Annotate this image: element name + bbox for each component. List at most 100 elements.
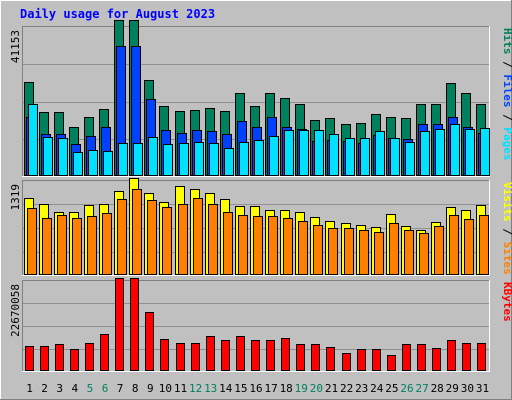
x-tick-label-26: 26 [400, 382, 413, 395]
x-tick-label-23: 23 [355, 382, 368, 395]
bar-sites-day-30 [464, 219, 474, 275]
panel-hits-files-pages: 41153 Hits / Files / Pages [9, 20, 512, 177]
x-tick-label-20: 20 [310, 382, 323, 395]
bar-sites-day-29 [449, 215, 459, 275]
bar-kbytes-day-14 [221, 340, 230, 371]
bar-kbytes-day-3 [55, 344, 64, 371]
bar-sites-day-19 [298, 221, 308, 275]
x-tick-label-5: 5 [87, 382, 94, 395]
bar-pages-day-28 [435, 129, 445, 176]
bar-pages-day-17 [269, 136, 279, 176]
bar-kbytes-day-15 [236, 336, 245, 371]
bar-pages-day-12 [194, 142, 204, 176]
bar-sites-day-14 [223, 212, 233, 275]
bar-sites-day-11 [178, 204, 188, 275]
x-tick-label-4: 4 [71, 382, 78, 395]
bar-sites-day-6 [102, 213, 112, 275]
x-tick-label-22: 22 [340, 382, 353, 395]
axis-max-label: 1319 [9, 184, 22, 211]
x-tick-label-16: 16 [249, 382, 262, 395]
x-tick-label-11: 11 [174, 382, 187, 395]
x-tick-label-8: 8 [132, 382, 139, 395]
bar-kbytes-day-21 [326, 347, 335, 371]
bar-pages-day-30 [465, 129, 475, 176]
bar-kbytes-day-13 [206, 336, 215, 371]
bar-sites-day-21 [328, 228, 338, 275]
bar-pages-day-4 [73, 152, 83, 176]
x-tick-label-2: 2 [41, 382, 48, 395]
bar-sites-day-10 [162, 207, 172, 275]
x-tick-label-15: 15 [234, 382, 247, 395]
bar-pages-day-25 [390, 138, 400, 176]
bar-sites-day-15 [238, 215, 248, 275]
bar-kbytes-day-12 [191, 343, 200, 371]
bar-pages-day-6 [103, 151, 113, 176]
chart-title: Daily usage for August 2023 [20, 7, 215, 21]
x-tick-label-14: 14 [219, 382, 233, 395]
panel-visits-sites: 1319 Visits / Sites [9, 178, 512, 276]
bar-kbytes-day-30 [462, 343, 471, 371]
bar-kbytes-day-25 [387, 355, 396, 371]
x-tick-label-12: 12 [189, 382, 202, 395]
bar-sites-day-27 [419, 233, 429, 275]
legend-entry-kbytes: KBytes [501, 282, 512, 322]
bar-sites-day-31 [479, 215, 489, 275]
bar-sites-day-26 [404, 230, 414, 275]
x-tick-label-28: 28 [431, 382, 444, 395]
bar-sites-day-20 [313, 225, 323, 275]
bar-pages-day-22 [345, 138, 355, 176]
bar-kbytes-day-8 [130, 278, 139, 371]
bar-sites-day-25 [389, 223, 399, 275]
bar-kbytes-day-19 [296, 344, 305, 371]
bar-pages-day-21 [329, 134, 339, 176]
bar-kbytes-day-7 [115, 278, 124, 371]
bar-pages-day-29 [450, 124, 460, 176]
x-tick-label-6: 6 [102, 382, 109, 395]
bar-pages-day-11 [179, 143, 189, 176]
bar-sites-day-8 [132, 189, 142, 275]
bar-pages-day-23 [360, 138, 370, 176]
bar-sites-day-13 [208, 204, 218, 275]
bar-pages-day-13 [209, 143, 219, 176]
bar-kbytes-day-5 [85, 343, 94, 371]
chart-panels: 41153 Hits / Files / Pages 1319 Visits / Si… [9, 20, 512, 372]
legend-entry-visits: Visits [501, 182, 512, 222]
bar-kbytes-day-9 [145, 312, 154, 371]
x-tick-label-3: 3 [56, 382, 63, 395]
bar-sites-day-7 [117, 199, 127, 275]
bar-pages-day-20 [314, 130, 324, 176]
legend-entry-hits: Hits [501, 28, 512, 55]
bar-sites-day-18 [283, 218, 293, 275]
bar-kbytes-day-16 [251, 340, 260, 371]
bar-sites-day-28 [434, 226, 444, 275]
bar-kbytes-day-28 [432, 348, 441, 371]
bar-sites-day-3 [57, 215, 67, 275]
bar-pages-day-8 [133, 143, 143, 176]
bar-pages-day-16 [254, 140, 264, 176]
bar-pages-day-27 [420, 131, 430, 176]
bar-pages-day-31 [480, 128, 490, 176]
bar-sites-day-4 [72, 218, 82, 275]
bar-kbytes-day-29 [447, 340, 456, 371]
bar-kbytes-day-18 [281, 338, 290, 371]
bar-pages-day-26 [405, 142, 415, 176]
bar-kbytes-day-27 [417, 344, 426, 371]
bar-pages-day-7 [118, 143, 128, 176]
bar-sites-day-22 [344, 228, 354, 275]
bar-kbytes-day-22 [342, 353, 351, 371]
bar-pages-day-15 [239, 142, 249, 176]
x-tick-label-18: 18 [280, 382, 293, 395]
x-tick-label-13: 13 [204, 382, 217, 395]
bar-kbytes-day-10 [160, 339, 169, 371]
bar-kbytes-day-23 [357, 349, 366, 371]
bar-sites-day-1 [27, 208, 37, 275]
x-tick-label-7: 7 [117, 382, 124, 395]
x-tick-label-24: 24 [370, 382, 384, 395]
bar-kbytes-day-26 [402, 344, 411, 371]
bar-sites-day-9 [147, 200, 157, 275]
x-tick-label-1: 1 [26, 382, 33, 395]
legend-separator: / [501, 55, 512, 75]
x-axis-labels: 1 2 3 4 5 6 7 8 9 10 11 12 13 14 15 16 17 18 19 20 21 22 23 24 2… [26, 382, 489, 395]
x-tick-label-9: 9 [147, 382, 154, 395]
